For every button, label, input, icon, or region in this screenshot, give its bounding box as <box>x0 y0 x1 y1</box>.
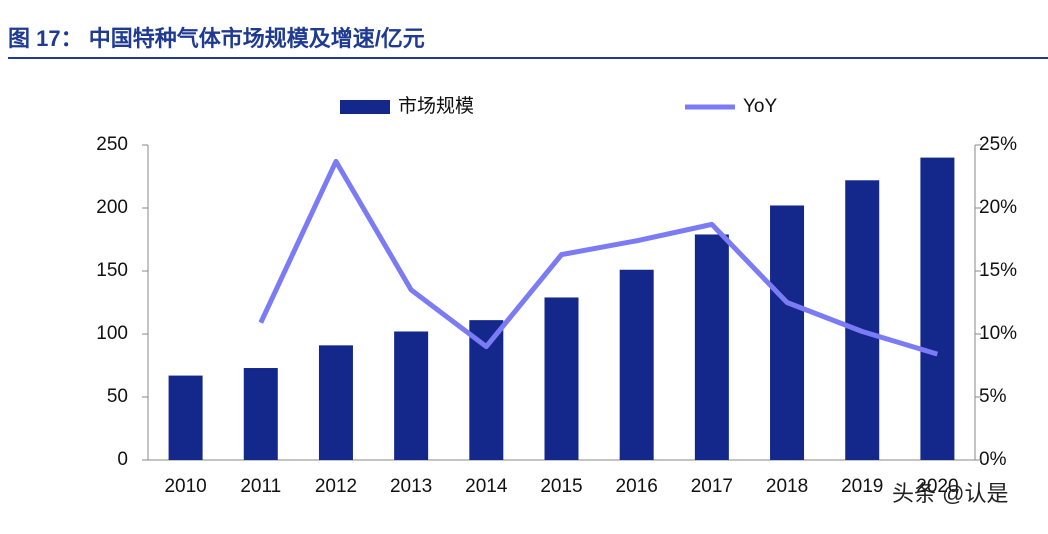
x-tick-label: 2018 <box>766 476 808 497</box>
bar <box>318 345 353 460</box>
x-tick-label: 2011 <box>240 476 281 497</box>
y-tick-label: 100 <box>96 323 128 344</box>
chart-title: 图 17： 中国特种气体市场规模及增速/亿元 <box>8 26 425 51</box>
bar <box>243 368 278 460</box>
x-tick-label: 2016 <box>616 476 658 497</box>
x-tick-label: 2020 <box>916 476 958 497</box>
x-tick-label: 2012 <box>315 476 357 497</box>
x-tick-label: 2015 <box>540 476 582 497</box>
legend-label: 市场规模 <box>398 95 474 117</box>
y2-tick-label: 5% <box>979 386 1007 407</box>
y2-tick-label: 25% <box>979 134 1017 155</box>
y-tick-label: 150 <box>96 260 128 281</box>
bar <box>469 320 504 460</box>
y-tick-label: 200 <box>96 197 128 218</box>
x-tick-label: 2013 <box>390 476 432 497</box>
bar <box>694 234 729 460</box>
y2-tick-label: 10% <box>979 323 1017 344</box>
y2-tick-label: 15% <box>979 260 1017 281</box>
x-tick-label: 2019 <box>841 476 883 497</box>
watermark: 头条 @认是 <box>892 481 1008 506</box>
x-tick-label: 2014 <box>465 476 508 497</box>
bar <box>770 205 805 460</box>
bar <box>168 375 203 460</box>
x-tick-label: 2010 <box>164 476 206 497</box>
bar <box>394 331 429 460</box>
bar <box>845 180 880 460</box>
y2-tick-label: 20% <box>979 197 1017 218</box>
line <box>258 158 939 357</box>
y-tick-label: 0 <box>117 449 128 470</box>
bar <box>619 269 654 460</box>
legend-swatch <box>340 100 390 114</box>
bar <box>920 157 955 460</box>
y-tick-label: 250 <box>96 134 128 155</box>
y-tick-label: 50 <box>107 386 128 407</box>
y2-tick-label: 0% <box>979 449 1007 470</box>
bar <box>544 297 579 460</box>
legend-label: YoY <box>743 96 777 117</box>
x-tick-label: 2017 <box>691 476 733 497</box>
